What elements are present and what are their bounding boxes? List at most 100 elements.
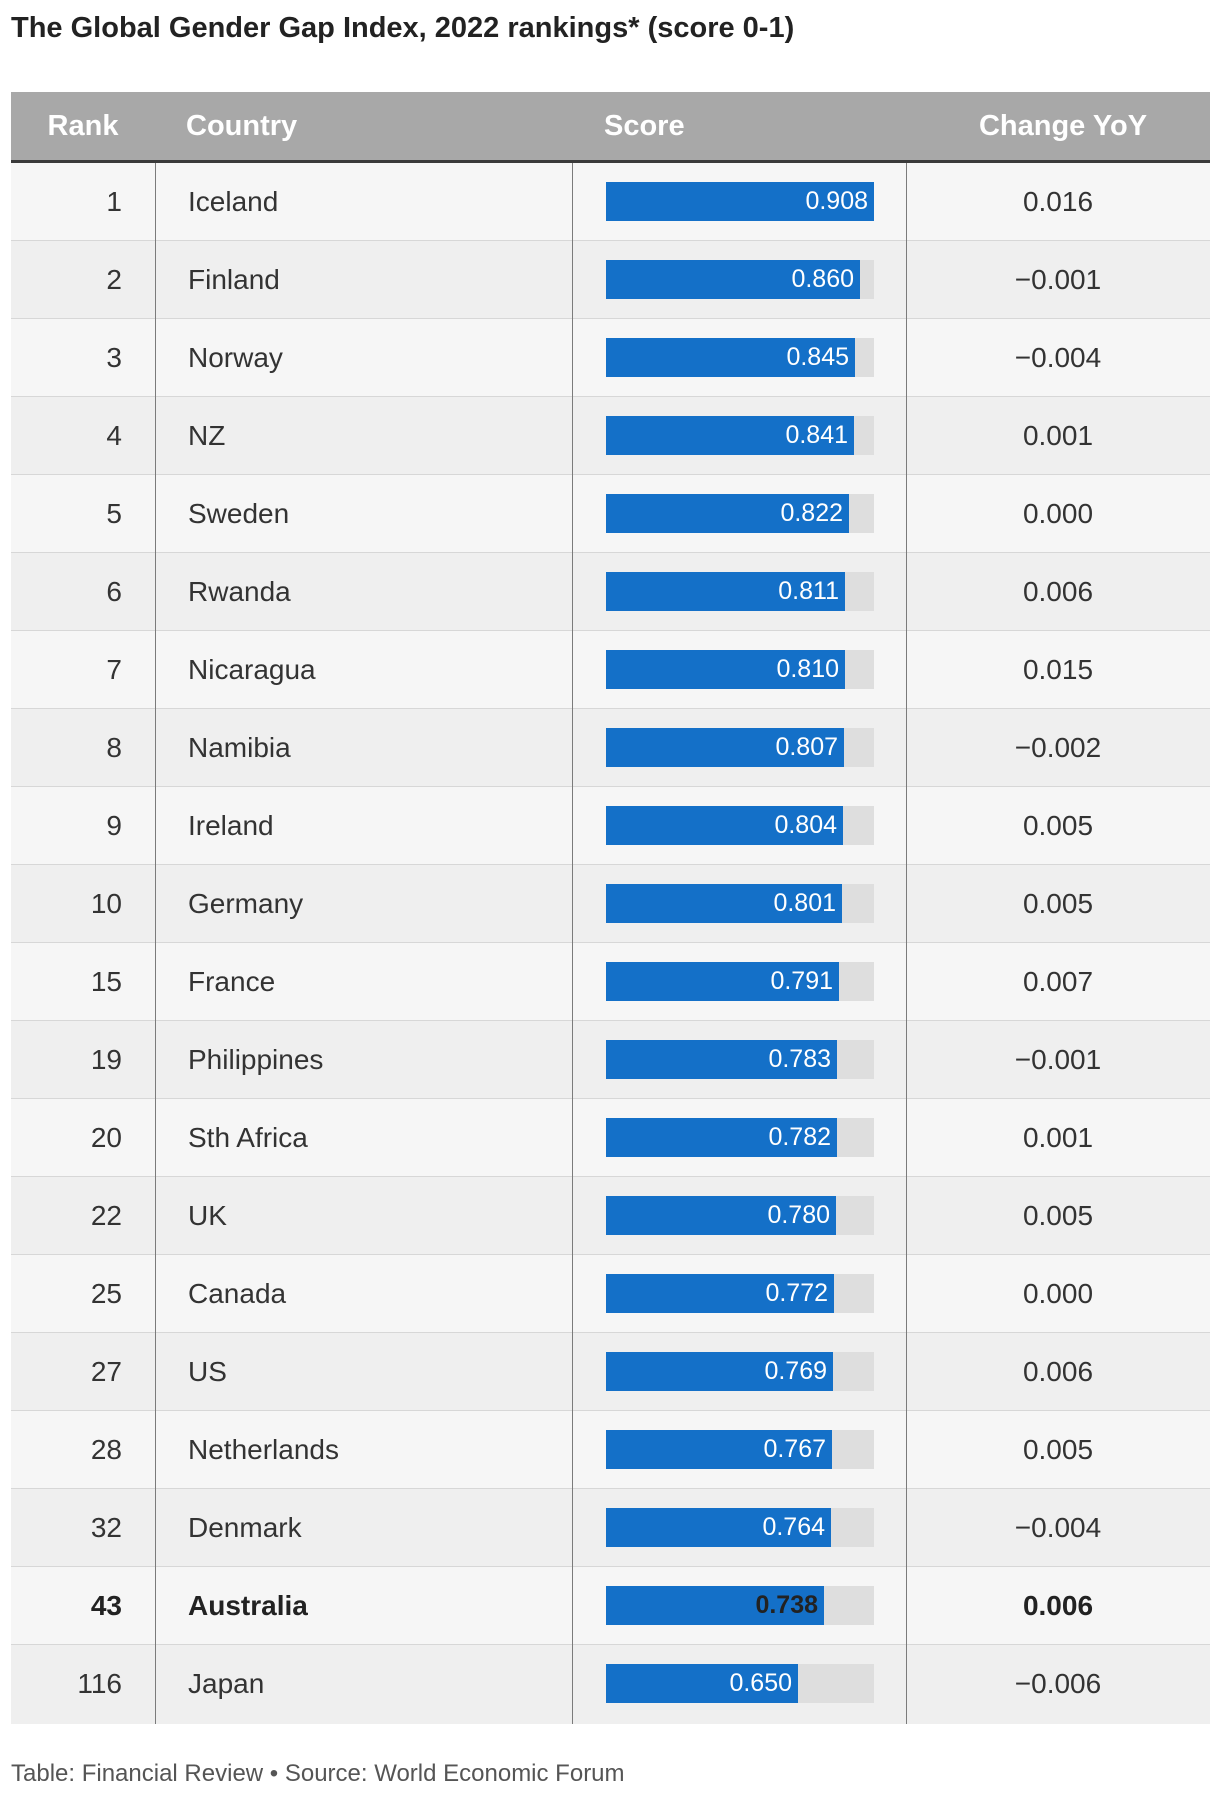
country-cell: Ireland [188,810,274,841]
chart-title: The Global Gender Gap Index, 2022 rankin… [11,12,795,44]
country-cell: Australia [188,1590,308,1621]
score-bar: 0.783 [606,1040,837,1079]
rank-cell: 10 [90,888,122,919]
header-rank: Rank [47,110,119,142]
score-bar: 0.769 [606,1352,833,1391]
rank-cell: 20 [90,1122,122,1153]
country-cell: Sweden [188,498,290,529]
rank-cell: 43 [90,1590,122,1621]
table-row: 6 Rwanda 0.811 0.006 [11,553,1210,631]
table-row: 10 Germany 0.801 0.005 [11,865,1210,943]
score-bar-track: 0.811 [606,572,874,611]
change-yoy-cell: −0.006 [1014,1668,1102,1699]
score-bar: 0.822 [606,494,849,533]
table-body: 1 Iceland 0.908 0.016 2 Finland 0.860 −0.001 3 No… [11,163,1210,1724]
score-bar-track: 0.764 [606,1508,874,1547]
change-yoy-cell: −0.004 [1014,1512,1102,1543]
table-row: 32 Denmark 0.764 −0.004 [11,1489,1210,1567]
score-label: 0.804 [774,811,837,839]
country-cell: Sth Africa [188,1122,308,1153]
score-bar: 0.764 [606,1508,831,1547]
change-yoy-cell: 0.015 [1022,654,1094,685]
score-label: 0.811 [778,577,839,605]
country-cell: Namibia [188,732,291,763]
table-row: 7 Nicaragua 0.810 0.015 [11,631,1210,709]
country-cell: Japan [188,1668,265,1699]
rank-cell: 25 [90,1278,122,1309]
header-score: Score [604,110,685,142]
rank-cell: 22 [90,1200,122,1231]
change-yoy-cell: 0.005 [1022,1200,1094,1231]
score-bar: 0.811 [606,572,845,611]
country-cell: Finland [188,264,280,295]
rank-cell: 6 [106,576,122,607]
change-yoy-cell: 0.005 [1022,888,1094,919]
rank-cell: 2 [106,264,122,295]
score-label: 0.782 [768,1123,831,1151]
score-label: 0.810 [776,655,839,683]
score-label: 0.780 [767,1201,830,1229]
score-bar-track: 0.841 [606,416,874,455]
header-change-yoy: Change YoY [978,110,1148,142]
table-row: 4 NZ 0.841 0.001 [11,397,1210,475]
country-cell: Netherlands [188,1434,339,1465]
table-row: 1 Iceland 0.908 0.016 [11,163,1210,241]
change-yoy-cell: 0.005 [1022,1434,1094,1465]
score-bar: 0.782 [606,1118,837,1157]
score-bar-track: 0.772 [606,1274,874,1313]
score-bar-track: 0.801 [606,884,874,923]
country-cell: US [188,1356,227,1387]
score-bar-track: 0.780 [606,1196,874,1235]
score-bar-track: 0.783 [606,1040,874,1079]
change-yoy-cell: 0.007 [1022,966,1094,997]
column-divider [906,163,907,1724]
score-bar-track: 0.845 [606,338,874,377]
rank-cell: 5 [106,498,122,529]
rank-cell: 8 [106,732,122,763]
score-label: 0.807 [775,733,838,761]
table-row: 28 Netherlands 0.767 0.005 [11,1411,1210,1489]
score-bar: 0.908 [606,182,874,221]
country-cell: Philippines [188,1044,324,1075]
score-bar: 0.738 [606,1586,824,1625]
change-yoy-cell: 0.001 [1022,1122,1094,1153]
score-bar: 0.804 [606,806,843,845]
ranking-table: Rank Country Score Change YoY 1 Iceland 0.… [11,92,1210,1724]
rank-cell: 9 [106,810,122,841]
score-bar-track: 0.769 [606,1352,874,1391]
change-yoy-cell: 0.006 [1022,1590,1094,1621]
rank-cell: 7 [106,654,122,685]
score-bar: 0.810 [606,650,845,689]
score-bar-track: 0.908 [606,182,874,221]
change-yoy-cell: −0.004 [1014,342,1102,373]
score-label: 0.791 [770,967,833,995]
column-divider [155,163,156,1724]
change-yoy-cell: 0.016 [1022,186,1094,217]
table-row: 116 Japan 0.650 −0.006 [11,1645,1210,1724]
table-row: 8 Namibia 0.807 −0.002 [11,709,1210,787]
table-row: 2 Finland 0.860 −0.001 [11,241,1210,319]
change-yoy-cell: −0.001 [1014,264,1102,295]
score-bar: 0.780 [606,1196,836,1235]
country-cell: Canada [188,1278,287,1309]
source-note: Table: Financial Review • Source: World … [11,1760,625,1787]
table-row: 27 US 0.769 0.006 [11,1333,1210,1411]
country-cell: Germany [188,888,304,919]
score-label: 0.769 [764,1357,827,1385]
change-yoy-cell: −0.001 [1014,1044,1102,1075]
column-divider [572,163,573,1724]
score-bar-track: 0.791 [606,962,874,1001]
score-label: 0.860 [791,265,854,293]
score-bar-track: 0.767 [606,1430,874,1469]
score-label: 0.841 [785,421,848,449]
score-label: 0.772 [765,1279,828,1307]
rank-cell: 116 [77,1668,122,1699]
rank-cell: 15 [90,966,122,997]
country-cell: NZ [188,420,226,451]
score-label: 0.783 [768,1045,831,1073]
change-yoy-cell: 0.001 [1022,420,1094,451]
change-yoy-cell: 0.000 [1022,498,1094,529]
rank-cell: 32 [90,1512,122,1543]
rank-cell: 19 [90,1044,122,1075]
country-cell: Iceland [188,186,279,217]
